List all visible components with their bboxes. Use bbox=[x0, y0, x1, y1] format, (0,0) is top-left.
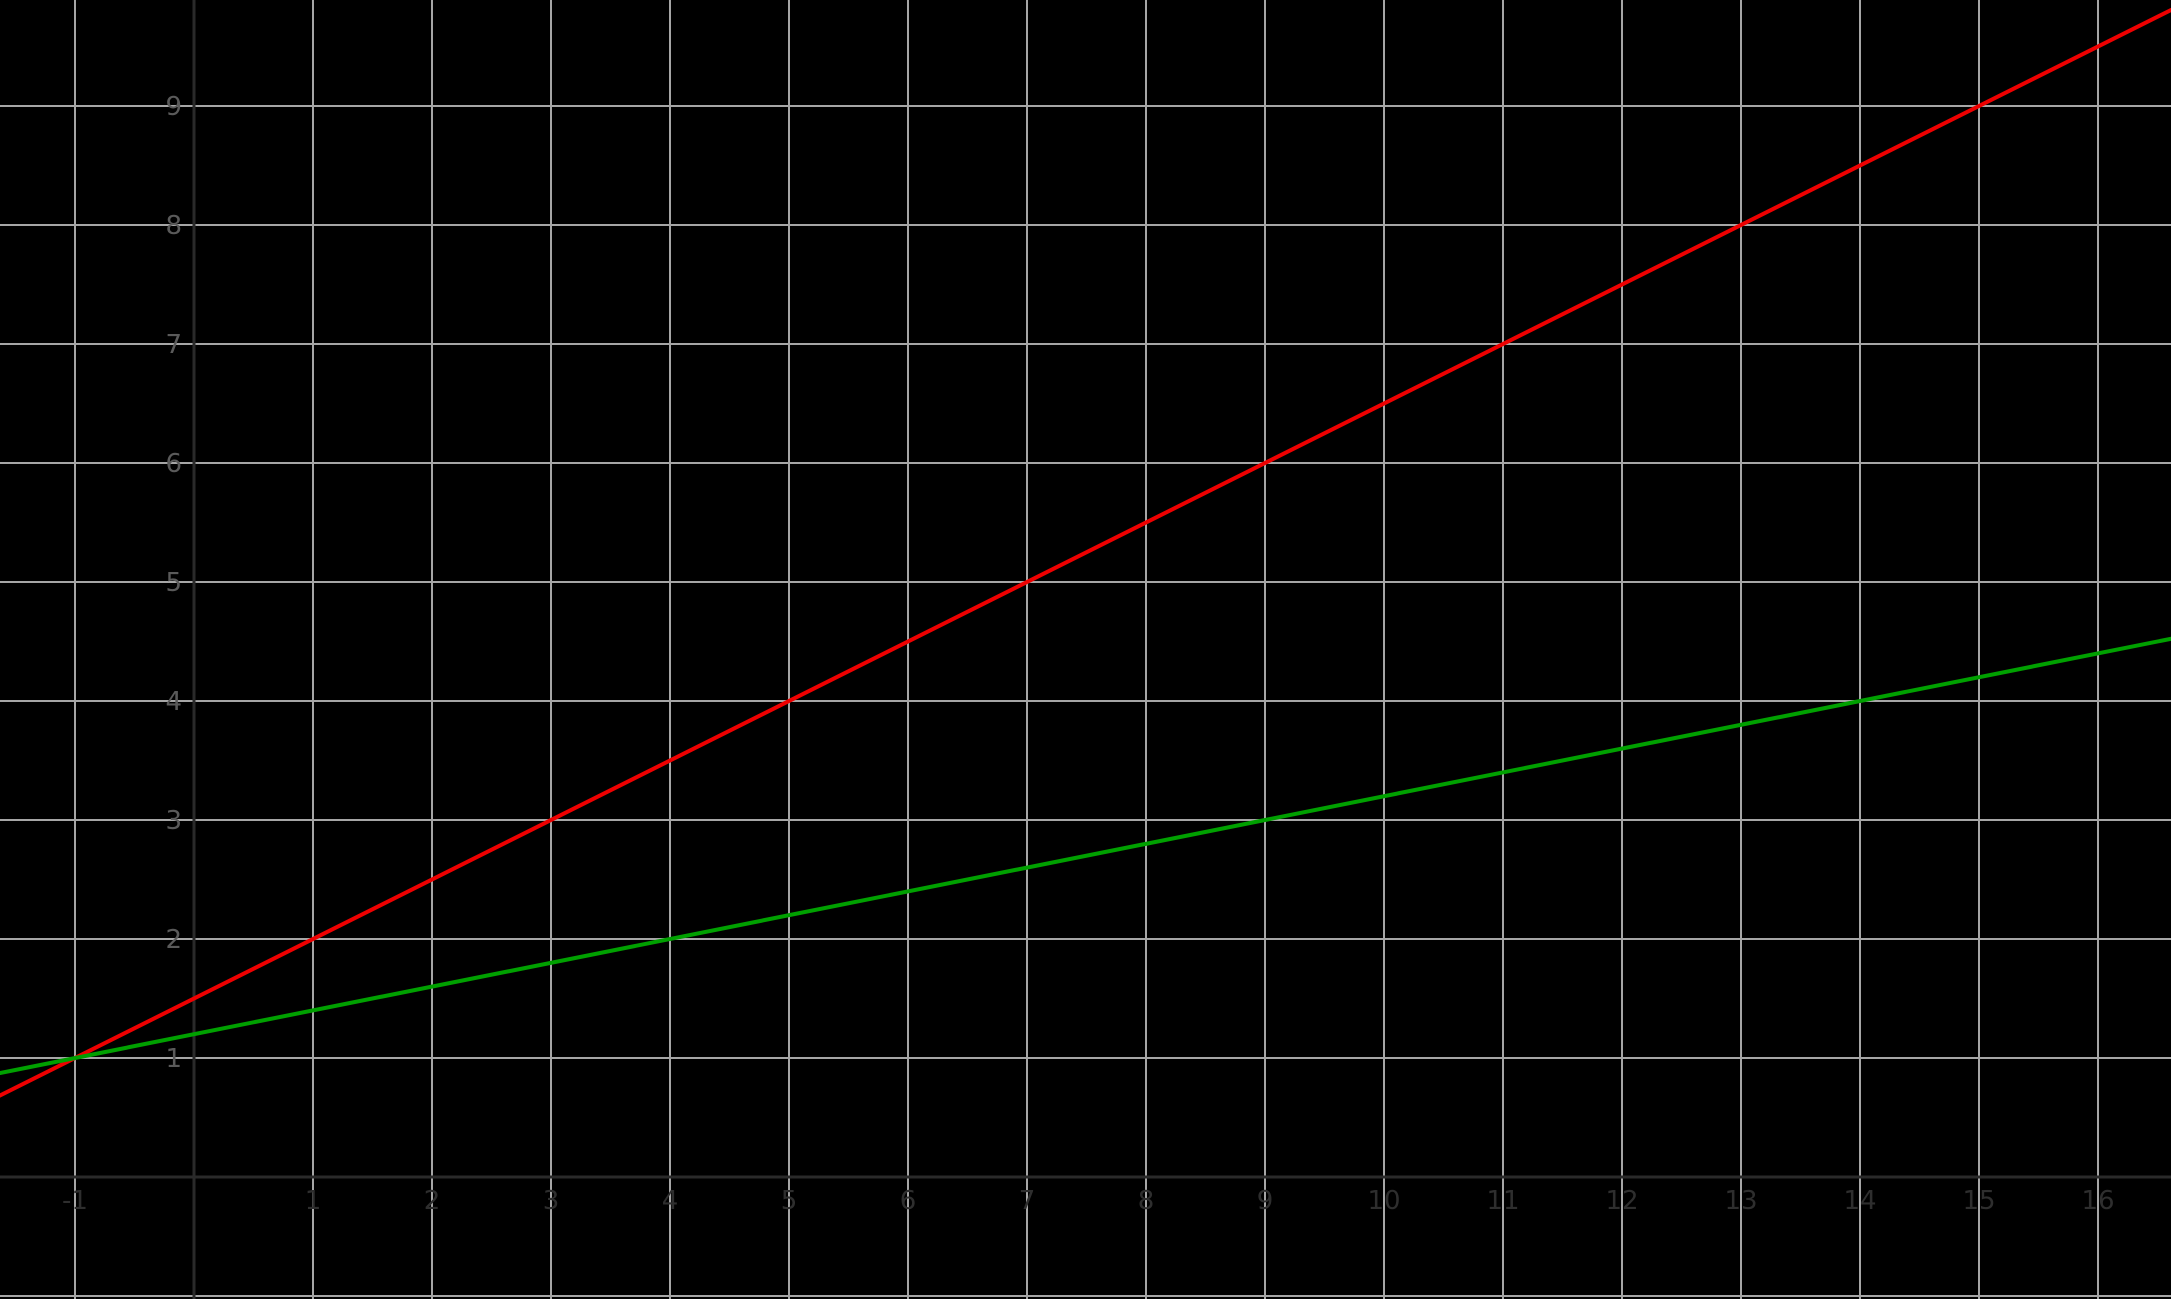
y-tick-label: 7 bbox=[165, 330, 182, 360]
y-tick-label: 6 bbox=[165, 449, 182, 479]
y-tick-label: 4 bbox=[165, 687, 182, 717]
y-tick-label: 9 bbox=[165, 92, 182, 122]
x-tick-label: 3 bbox=[543, 1186, 560, 1216]
red-line bbox=[0, 7, 2171, 1098]
green-line bbox=[0, 636, 2171, 1075]
x-tick-label: 9 bbox=[1257, 1186, 1274, 1216]
x-tick-label: 6 bbox=[900, 1186, 917, 1216]
x-tick-label: 2 bbox=[424, 1186, 441, 1216]
y-tick-label: 8 bbox=[165, 211, 182, 241]
x-tick-label: 11 bbox=[1486, 1186, 1519, 1216]
x-tick-label: 5 bbox=[781, 1186, 798, 1216]
y-tick-label: 5 bbox=[165, 568, 182, 598]
x-tick-label: -1 bbox=[62, 1186, 88, 1216]
x-tick-label: 12 bbox=[1605, 1186, 1638, 1216]
x-tick-label: 1 bbox=[305, 1186, 322, 1216]
x-tick-label: 14 bbox=[1843, 1186, 1876, 1216]
x-tick-label: 13 bbox=[1724, 1186, 1757, 1216]
x-tick-label: 8 bbox=[1138, 1186, 1155, 1216]
x-tick-label: 4 bbox=[662, 1186, 679, 1216]
y-tick-label: 2 bbox=[165, 925, 182, 955]
x-tick-label: 16 bbox=[2081, 1186, 2114, 1216]
x-tick-label: 10 bbox=[1367, 1186, 1400, 1216]
x-tick-label: 7 bbox=[1019, 1186, 1036, 1216]
y-tick-label: 10 bbox=[149, 0, 182, 3]
x-tick-label: 15 bbox=[1962, 1186, 1995, 1216]
y-tick-label: 1 bbox=[165, 1044, 182, 1074]
y-tick-label: 3 bbox=[165, 806, 182, 836]
